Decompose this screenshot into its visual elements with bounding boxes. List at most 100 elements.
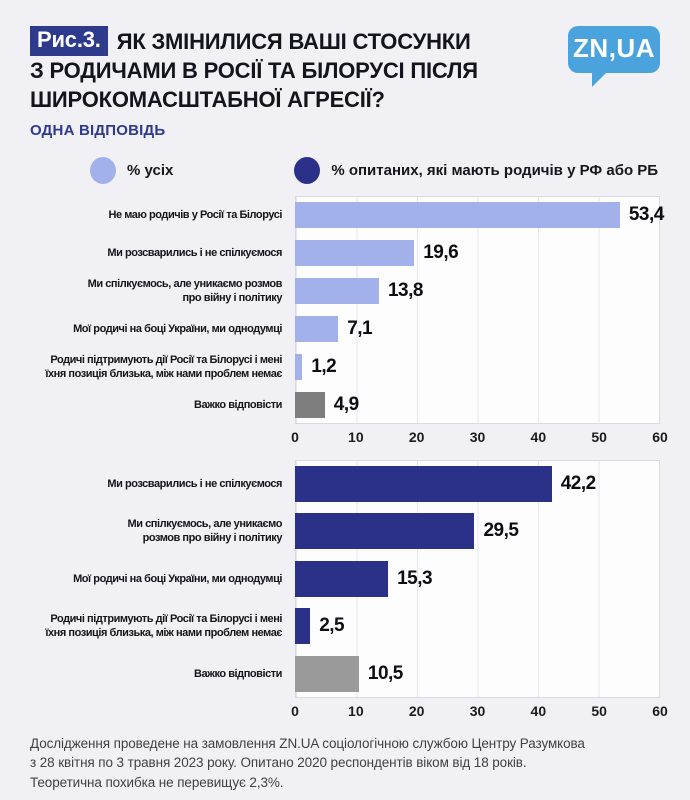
value-label: 42,2	[560, 472, 596, 494]
category-label: Мої родичі на боці України, ми однодумці	[30, 322, 295, 336]
legend-swatch-all-icon	[90, 156, 116, 184]
category-label-line: Родичі підтримують дії Росії та Білорусі…	[50, 613, 282, 626]
bar	[295, 354, 303, 380]
source-note-line-1: Дослідження проведене на замовлення ZN.U…	[30, 735, 585, 751]
x-tick-label: 30	[469, 429, 486, 445]
page-title-line-1: Рис.3. ЯК ЗМІНИЛИСЯ ВАШІ СТОСУНКИ	[30, 26, 660, 56]
page-title-line-2: З РОДИЧАМИ В РОСІЇ ТА БІЛОРУСІ ПІСЛЯ	[30, 58, 478, 83]
bar	[295, 202, 620, 228]
source-note: Дослідження проведене на замовлення ZN.U…	[30, 734, 660, 793]
bar-row: Не маю родичів у Росії та Білорусі 53,4	[30, 196, 664, 234]
category-label: Родичі підтримують дії Росії та Білорусі…	[30, 353, 295, 381]
x-tick-label: 30	[469, 702, 486, 719]
answer-mode-subtitle: ОДНА ВІДПОВІДЬ	[30, 122, 166, 139]
category-label: Важко відповісти	[30, 398, 295, 412]
value-label: 7,1	[347, 318, 373, 339]
bar-track: 15,3	[295, 555, 660, 603]
category-label-line: Важко відповісти	[193, 399, 282, 411]
value-label: 15,3	[397, 567, 433, 589]
category-label: Ми розсварились і не спілкуємося	[30, 477, 295, 491]
bar-track: 29,5	[295, 508, 660, 556]
page-title-text: ЯК ЗМІНИЛИСЯ ВАШІ СТОСУНКИ	[116, 28, 471, 54]
legend-label-all: % усіх	[127, 161, 174, 179]
page-title-line-3: ШИРОКОМАСШТАБНОЇ АГРЕСІЇ?	[30, 87, 385, 112]
category-label-line: Ми розсварились і не спілкуємося	[107, 247, 282, 259]
bar	[295, 392, 325, 418]
source-note-line-3: Теоретична похибка не перевищує 2,3%.	[30, 774, 284, 790]
bar-row: Ми розсварились і не спілкуємося 42,2	[30, 460, 660, 508]
bar-track: 1,2	[295, 348, 660, 386]
chart-with-relatives: Ми розсварились і не спілкуємося 42,2 Ми с…	[30, 460, 668, 722]
x-tick-label: 50	[591, 429, 607, 445]
category-label-line: їхня позиція близька, між нами проблем н…	[45, 368, 282, 380]
bar-row: Мої родичі на боці України, ми однодумці…	[30, 310, 660, 348]
bar	[295, 513, 475, 550]
legend-label-relatives: % опитаних, які мають родичів у РФ або Р…	[331, 161, 659, 179]
bar-track: 53,4	[295, 196, 664, 234]
category-label-line: Не маю родичів у Росії та Білорусі	[108, 209, 283, 221]
logo-speech-tail-icon	[592, 72, 607, 87]
category-label-line: про війну і політику	[182, 292, 282, 304]
axis-spacer	[30, 424, 295, 448]
bar-row: Важко відповісти 4,9	[30, 386, 660, 424]
value-label: 13,8	[387, 280, 423, 301]
axis-spacer	[30, 698, 295, 722]
value-label: 53,4	[628, 204, 664, 225]
bar-rows: Не маю родичів у Росії та Білорусі 53,4 Ми…	[30, 196, 664, 424]
bar-row: Мої родичі на боці України, ми однодумці…	[30, 555, 660, 603]
header: Рис.3. ЯК ЗМІНИЛИСЯ ВАШІ СТОСУНКИ З РОДИ…	[30, 26, 660, 140]
category-label-line: їхня позиція близька, між нами проблем н…	[45, 627, 282, 640]
source-note-line-2: з 28 квітня по 3 травня 2023 року. Опита…	[30, 755, 527, 770]
bar-row: Родичі підтримують дії Росії та Білорусі…	[30, 348, 660, 386]
bar-row: Ми розсварились і не спілкуємося 19,6	[30, 234, 660, 272]
x-tick-label: 20	[408, 429, 425, 445]
znua-logo-bubble: ZN,UA	[568, 26, 660, 73]
chart-all-respondents: Не маю родичів у Росії та Білорусі 53,4 Ми…	[30, 196, 668, 448]
bar-track: 7,1	[295, 310, 660, 348]
category-label: Ми спілкуємось, але уникаємо розмов про в…	[30, 277, 295, 305]
category-label-line: Ми спілкуємось, але уникаємо	[127, 518, 282, 531]
x-tick-label: 40	[530, 429, 547, 445]
bar-track: 42,2	[295, 460, 660, 508]
bar	[295, 316, 339, 342]
bar	[295, 655, 359, 692]
x-tick-label: 50	[591, 702, 607, 719]
x-axis: 0 10 20 30 40 50 60	[30, 424, 668, 448]
category-label: Мої родичі на боці України, ми однодумці	[30, 572, 295, 586]
category-label: Важко відповісти	[30, 667, 295, 681]
legend: % усіх % опитаних, які мають родичів у Р…	[30, 156, 660, 184]
x-tick-label: 40	[530, 702, 547, 719]
category-label-line: Мої родичі на боці України, ми однодумці	[73, 323, 282, 335]
bar-rows: Ми розсварились і не спілкуємося 42,2 Ми с…	[30, 460, 660, 698]
value-label: 2,5	[319, 615, 345, 637]
x-tick-label: 10	[348, 702, 364, 719]
x-tick-label: 10	[348, 429, 364, 445]
x-axis-ticks: 0 10 20 30 40 50 60	[291, 698, 668, 722]
value-label: 19,6	[423, 242, 459, 263]
legend-item-relatives: % опитаних, які мають родичів у РФ або Р…	[294, 156, 659, 184]
brand-logo: ZN,UA	[568, 26, 660, 87]
bar-track: 19,6	[295, 234, 660, 272]
bar-row: Родичі підтримують дії Росії та Білорусі…	[30, 603, 660, 651]
category-label-line: Мої родичі на боці України, ми однодумці	[73, 572, 282, 585]
bar	[295, 278, 379, 304]
category-label-line: розмов про війну і політику	[142, 532, 283, 545]
x-tick-label: 20	[408, 702, 425, 719]
category-label-line: Родичі підтримують дії Росії та Білорусі…	[50, 354, 282, 366]
bar	[295, 465, 552, 502]
bar-track: 10,5	[295, 650, 660, 698]
category-label-line: Ми спілкуємось, але уникаємо розмов	[87, 278, 283, 290]
legend-swatch-relatives-icon	[294, 156, 321, 184]
category-label-line: Ми розсварились і не спілкуємося	[107, 477, 282, 490]
category-label: Ми спілкуємось, але уникаємо розмов про в…	[30, 517, 295, 545]
value-label: 4,9	[333, 394, 359, 415]
bar	[295, 608, 311, 645]
value-label: 10,5	[367, 662, 403, 684]
x-axis-ticks: 0 10 20 30 40 50 60	[291, 424, 668, 448]
legend-item-all: % усіх	[90, 156, 174, 184]
bar-row: Ми спілкуємось, але уникаємо розмов про в…	[30, 508, 660, 556]
category-label: Родичі підтримують дії Росії та Білорусі…	[30, 612, 295, 640]
bar-track: 2,5	[295, 603, 660, 651]
category-label: Ми розсварились і не спілкуємося	[30, 246, 295, 260]
